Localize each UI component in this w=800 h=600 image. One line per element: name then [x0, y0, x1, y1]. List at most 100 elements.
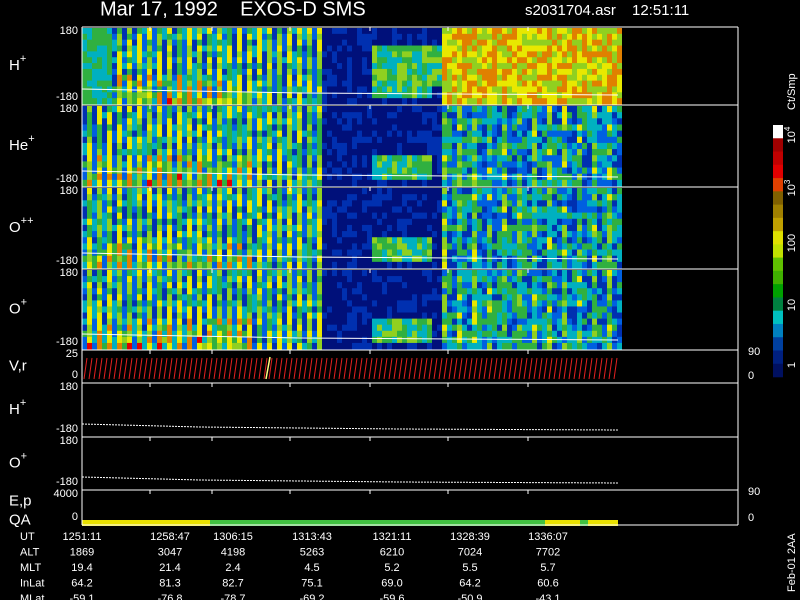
spectrogram-cell	[442, 167, 447, 175]
spectrogram-cell	[162, 342, 167, 350]
spectrogram-cell	[597, 179, 602, 187]
spectrogram-cell	[237, 74, 242, 82]
spectrogram-cell	[567, 98, 572, 105]
spectrogram-cell	[562, 118, 567, 125]
spectrogram-cell	[522, 92, 527, 99]
spectrogram-cell	[247, 161, 252, 169]
spectrogram-cell	[582, 92, 587, 99]
spectrogram-cell	[377, 261, 382, 269]
spectrogram-cell	[137, 336, 142, 344]
spectrogram-cell	[147, 243, 152, 251]
spectrogram-cell	[552, 218, 557, 226]
spectrogram-cell	[467, 86, 472, 93]
spectrogram-cell	[87, 306, 92, 314]
spectrogram-cell	[262, 92, 267, 99]
spectrogram-cell	[472, 243, 477, 251]
spectrogram-cell	[397, 124, 402, 132]
spectrogram-cell	[232, 92, 237, 99]
spectrogram-cell	[267, 270, 272, 277]
spectrogram-cell	[587, 142, 592, 150]
spectrogram-cell	[457, 188, 462, 195]
spectrogram-cell	[287, 173, 292, 181]
spectrogram-cell	[462, 218, 467, 226]
spectrogram-cell	[157, 237, 162, 244]
spectrogram-cell	[362, 288, 367, 295]
spectrogram-cell	[92, 136, 97, 144]
spectrogram-cell	[207, 98, 212, 105]
spectrogram-cell	[307, 218, 312, 226]
spectrogram-cell	[82, 200, 87, 207]
spectrogram-cell	[242, 188, 247, 195]
spectrogram-cell	[372, 68, 377, 76]
spectrogram-cell	[232, 167, 237, 175]
spectrogram-cell	[352, 51, 357, 58]
spectrogram-cell	[122, 112, 127, 119]
spectrogram-cell	[502, 118, 507, 125]
spectrogram-cell	[92, 74, 97, 82]
spectrogram-cell	[362, 312, 367, 320]
spectrogram-cell	[437, 45, 442, 52]
spectrogram-cell	[492, 224, 497, 232]
spectrogram-cell	[232, 57, 237, 64]
spectrogram-cell	[327, 33, 332, 41]
spectrogram-cell	[257, 270, 262, 277]
spectrogram-cell	[542, 218, 547, 226]
spectrogram-cell	[217, 136, 222, 144]
spectrogram-cell	[132, 218, 137, 226]
spectrogram-cell	[407, 45, 412, 52]
spectrogram-cell	[352, 142, 357, 150]
spectrogram-cell	[332, 130, 337, 138]
spectrogram-cell	[497, 45, 502, 52]
spectrogram-cell	[82, 318, 87, 326]
spectrogram-cell	[187, 231, 192, 238]
spectrogram-cell	[142, 39, 147, 47]
spectrogram-cell	[417, 161, 422, 169]
spectrogram-cell	[102, 243, 107, 251]
spectrogram-cell	[357, 318, 362, 326]
spectrogram-cell	[527, 92, 532, 99]
spectrogram-cell	[367, 194, 372, 201]
spectrogram-cell	[322, 312, 327, 320]
spectrogram-cell	[602, 212, 607, 220]
spectrogram-cell	[347, 28, 352, 35]
spectrogram-cell	[607, 243, 612, 251]
spectrogram-cell	[202, 312, 207, 320]
spectrogram-cell	[122, 206, 127, 214]
spectrogram-cell	[212, 57, 217, 64]
spectrogram-cell	[597, 33, 602, 41]
spectrogram-cell	[202, 306, 207, 314]
spectrogram-cell	[157, 28, 162, 35]
spectrogram-cell	[522, 28, 527, 35]
spectrogram-cell	[367, 336, 372, 344]
spectrogram-cell	[437, 57, 442, 64]
spectrogram-cell	[532, 136, 537, 144]
spectrogram-cell	[417, 224, 422, 232]
spectrogram-cell	[212, 63, 217, 70]
spectrogram-cell	[432, 142, 437, 150]
spectrogram-cell	[227, 33, 232, 41]
spectrogram-cell	[262, 74, 267, 82]
spectrogram-cell	[352, 261, 357, 269]
spectrogram-cell	[267, 276, 272, 283]
spectrogram-cell	[397, 255, 402, 263]
spectrogram-cell	[527, 155, 532, 162]
spectrogram-cell	[342, 28, 347, 35]
spectrogram-cell	[292, 98, 297, 105]
spectrogram-cell	[342, 179, 347, 187]
spectrogram-cell	[302, 74, 307, 82]
spectrogram-cell	[257, 51, 262, 58]
spectrogram-cell	[272, 200, 277, 207]
spectrogram-cell	[272, 212, 277, 220]
spectrogram-cell	[507, 63, 512, 70]
spectrogram-cell	[577, 28, 582, 35]
spectrogram-cell	[212, 155, 217, 162]
spectrogram-cell	[277, 276, 282, 283]
spectrogram-cell	[567, 218, 572, 226]
spectrogram-cell	[277, 68, 282, 76]
spectrogram-cell	[282, 142, 287, 150]
spectrogram-cell	[232, 179, 237, 187]
spectrogram-cell	[282, 80, 287, 87]
spectrogram-cell	[262, 80, 267, 87]
spectrogram-cell	[562, 92, 567, 99]
spectrogram-cell	[432, 261, 437, 269]
